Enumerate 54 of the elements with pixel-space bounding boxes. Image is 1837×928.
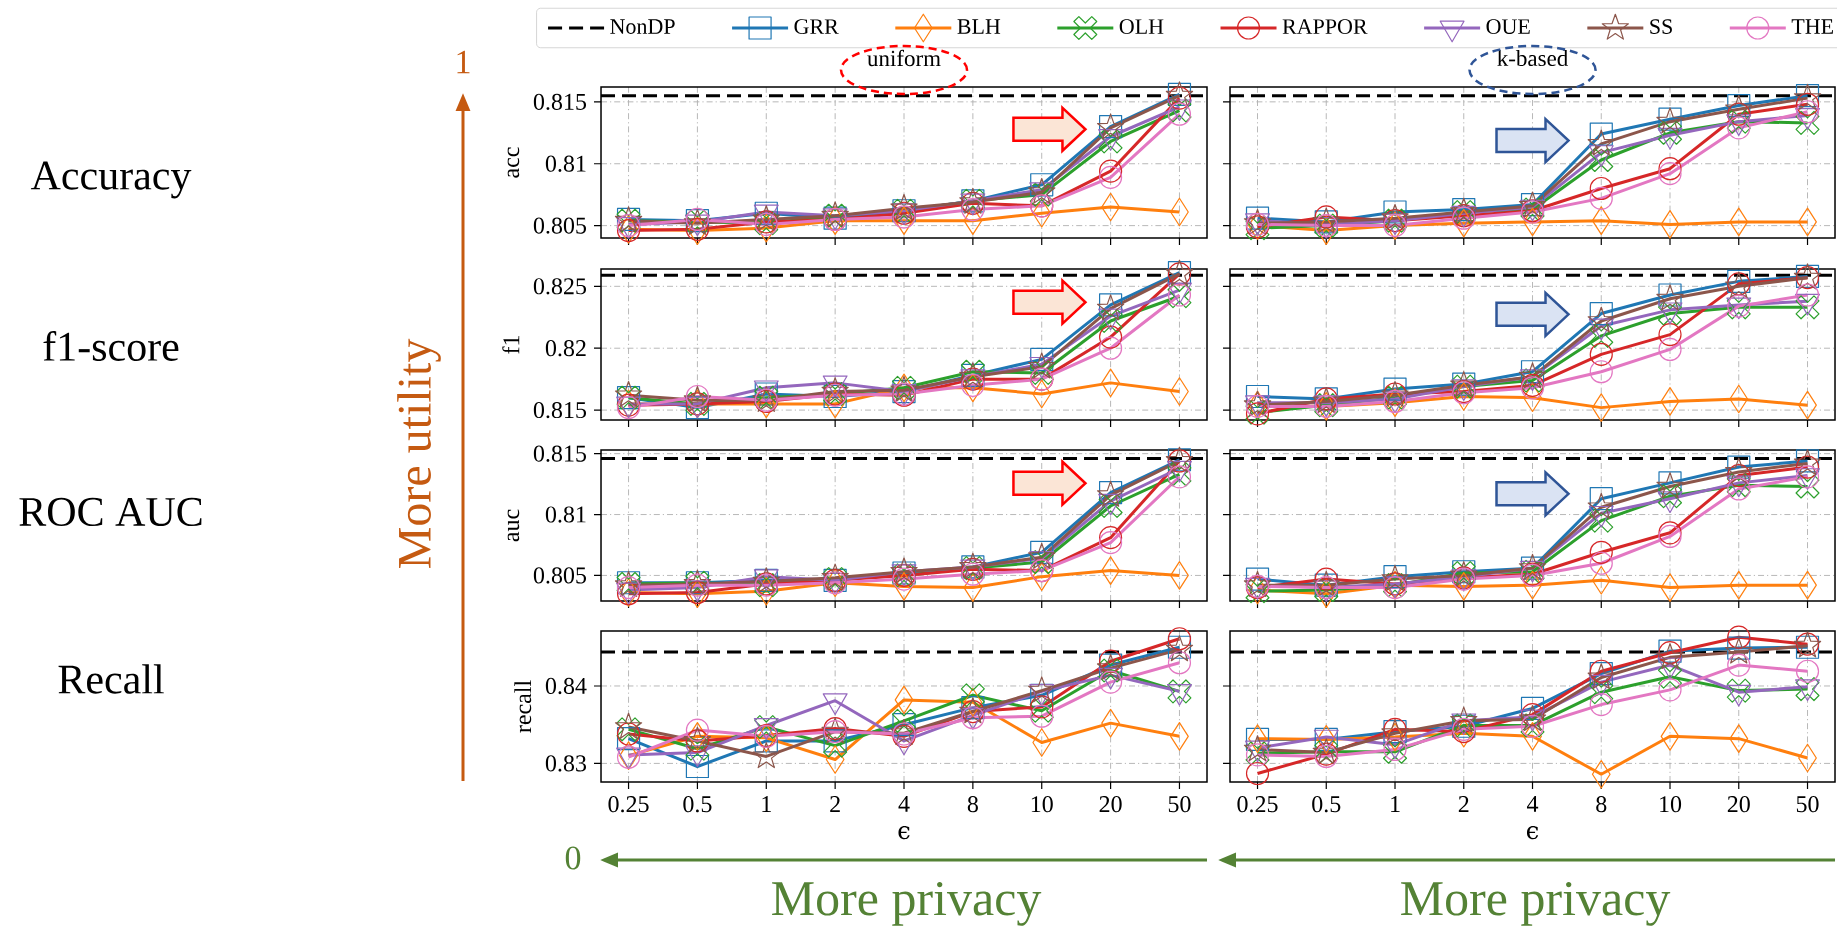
legend-label: THE <box>1791 19 1833 34</box>
x-axis-title: ϵ <box>1526 826 1539 840</box>
y-tick-label: 0.82 <box>545 340 586 357</box>
x-tick-label: 1 <box>762 796 771 812</box>
y-tick-label: 0.81 <box>545 155 586 172</box>
x-tick-label: 8 <box>967 796 978 813</box>
y-tick-label: 0.84 <box>545 677 587 695</box>
x-tick-label: 4 <box>898 796 910 812</box>
y-tick-label: 0.815 <box>533 93 587 110</box>
x-tick-label: 2 <box>830 796 840 812</box>
text: f1-score <box>43 331 179 361</box>
text: Accuracy <box>30 161 192 199</box>
legend-label: NonDP <box>610 19 675 34</box>
text: Recall <box>58 664 164 694</box>
chart-title: uniform <box>867 49 941 67</box>
x-tick-label: 20 <box>1727 796 1750 813</box>
y-tick-label: 0.81 <box>545 506 586 523</box>
x-axis-title: ϵ <box>898 826 910 840</box>
y-axis-title: recall <box>514 680 532 733</box>
x-tick-label: 8 <box>1596 796 1607 813</box>
y-tick-label: 0.805 <box>533 567 587 584</box>
x-tick-label: 2 <box>1458 796 1469 812</box>
chart-title: k-based <box>1497 49 1569 67</box>
x-tick-label: 0.25 <box>608 796 649 813</box>
legend-label: RAPPOR <box>1282 19 1368 34</box>
text: More privacy <box>772 881 1042 926</box>
y-tick-label: 0.805 <box>533 217 587 234</box>
y-tick-label: 0.825 <box>533 278 587 295</box>
y-tick-label: 0.815 <box>533 445 587 462</box>
y-tick-label: 0.815 <box>533 401 587 419</box>
text: More privacy <box>1401 881 1671 926</box>
text: ROC AUC <box>19 497 202 527</box>
x-tick-label: 0.5 <box>1312 796 1341 813</box>
x-tick-label: 50 <box>1796 796 1819 813</box>
x-tick-label: 10 <box>1660 796 1682 813</box>
y-tick-label: 0.83 <box>545 755 587 772</box>
text: 0 <box>565 846 581 870</box>
y-axis-title: acc <box>507 147 520 178</box>
x-tick-label: 4 <box>1526 796 1539 812</box>
legend-label: GRR <box>794 19 839 34</box>
x-tick-label: 0.5 <box>683 796 712 813</box>
text: More utility <box>397 338 441 568</box>
x-tick-label: 1 <box>1391 796 1400 812</box>
x-tick-label: 50 <box>1168 796 1191 813</box>
legend-label: OLH <box>1119 19 1164 34</box>
legend-label: OUE <box>1486 19 1530 34</box>
y-axis-title: f1 <box>502 335 520 354</box>
x-tick-label: 10 <box>1031 796 1053 813</box>
legend-label: SS <box>1650 19 1672 34</box>
y-axis-title: auc <box>507 509 520 542</box>
x-tick-label: 20 <box>1099 796 1122 813</box>
x-tick-label: 0.25 <box>1237 796 1278 813</box>
legend-label: BLH <box>957 19 1001 34</box>
text: 1 <box>457 50 470 74</box>
